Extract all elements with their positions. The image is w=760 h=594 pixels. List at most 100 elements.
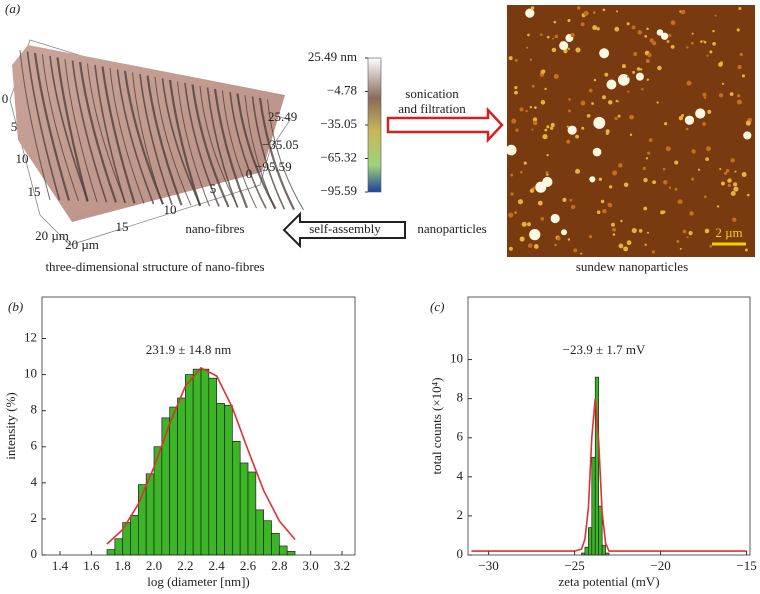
particle — [562, 197, 567, 203]
particle — [540, 216, 545, 221]
annotation: 231.9 ± 14.8 nm — [146, 342, 232, 357]
x-tick-label: −30 — [478, 558, 498, 573]
particle — [668, 186, 672, 189]
y-tick-label: 0 — [31, 546, 38, 561]
particle — [666, 40, 670, 43]
bar — [184, 374, 194, 556]
particle — [627, 90, 630, 93]
particle — [525, 46, 529, 49]
y-tick-label: 8 — [31, 402, 38, 417]
particle — [648, 138, 653, 143]
particle — [580, 100, 586, 106]
particle — [629, 133, 633, 136]
particle — [704, 228, 710, 234]
particle — [580, 252, 583, 255]
fibre — [258, 97, 295, 211]
particle — [567, 47, 570, 51]
particle — [620, 219, 623, 223]
particle — [632, 70, 636, 74]
x-tick-label: 1.8 — [115, 558, 131, 573]
particle — [514, 210, 518, 214]
particle — [702, 122, 706, 126]
particle — [592, 147, 602, 157]
particle — [626, 240, 632, 246]
fibre — [199, 85, 239, 208]
particle — [617, 74, 630, 86]
particle — [617, 114, 621, 118]
particle — [734, 170, 737, 173]
axis-3d-label: 20 µm — [35, 228, 69, 243]
axis-3d-label: 10 — [16, 151, 29, 166]
bar — [208, 377, 218, 556]
particle — [551, 47, 557, 53]
particle — [514, 90, 518, 95]
fibre — [168, 79, 202, 207]
particle — [561, 229, 568, 236]
particle — [567, 125, 577, 135]
panel-label: (c) — [430, 299, 444, 314]
particle — [533, 244, 539, 249]
particle — [527, 223, 530, 226]
bar — [255, 509, 265, 556]
bar — [278, 545, 288, 556]
particle — [596, 27, 600, 31]
particle — [686, 236, 689, 239]
y-tick-label: 12 — [24, 329, 37, 344]
fibre — [206, 87, 239, 208]
particle — [607, 202, 612, 207]
bar — [192, 368, 202, 556]
particle — [511, 118, 517, 124]
particle — [568, 98, 572, 101]
particle — [644, 35, 648, 38]
particle — [690, 41, 694, 45]
particle — [652, 41, 657, 46]
fibre — [49, 55, 89, 202]
particle — [705, 157, 709, 161]
fibre — [101, 66, 136, 204]
particle — [689, 211, 694, 216]
plot-frame — [467, 296, 751, 556]
fibre-stripes — [19, 49, 304, 211]
particle — [567, 238, 571, 241]
particle — [631, 228, 637, 234]
particle — [566, 125, 569, 128]
particle — [508, 246, 513, 251]
particle — [721, 82, 725, 85]
particle — [580, 22, 585, 27]
particle — [662, 167, 666, 171]
particle — [638, 229, 643, 233]
particle — [589, 176, 596, 183]
particle — [546, 35, 550, 39]
particle — [745, 248, 748, 252]
y-tick-label: 10 — [450, 351, 463, 366]
particle — [598, 177, 603, 181]
particle — [566, 139, 571, 144]
bar — [588, 527, 593, 556]
y-tick-label: 2 — [457, 507, 464, 522]
fibre — [267, 99, 304, 211]
particle — [537, 200, 543, 206]
particle — [647, 151, 651, 155]
x-axis-label: zeta potential (mV) — [558, 574, 659, 589]
particle — [664, 122, 668, 126]
particle — [647, 52, 652, 58]
particle — [612, 227, 616, 232]
particle — [676, 240, 680, 244]
particle — [730, 158, 735, 163]
bar — [231, 440, 241, 556]
particle — [685, 127, 689, 131]
fibre — [94, 64, 126, 204]
particle — [540, 100, 546, 105]
particle — [674, 187, 678, 191]
particle — [575, 134, 579, 139]
particle — [544, 128, 548, 132]
particle — [733, 182, 738, 187]
particle — [508, 56, 513, 61]
particle — [712, 29, 715, 33]
axis-3d-label: 15 — [116, 219, 129, 234]
bar — [601, 544, 606, 556]
fibre — [139, 73, 173, 206]
arrow-label: self-assembly — [309, 221, 381, 236]
particle — [554, 34, 559, 39]
particle — [741, 172, 747, 178]
